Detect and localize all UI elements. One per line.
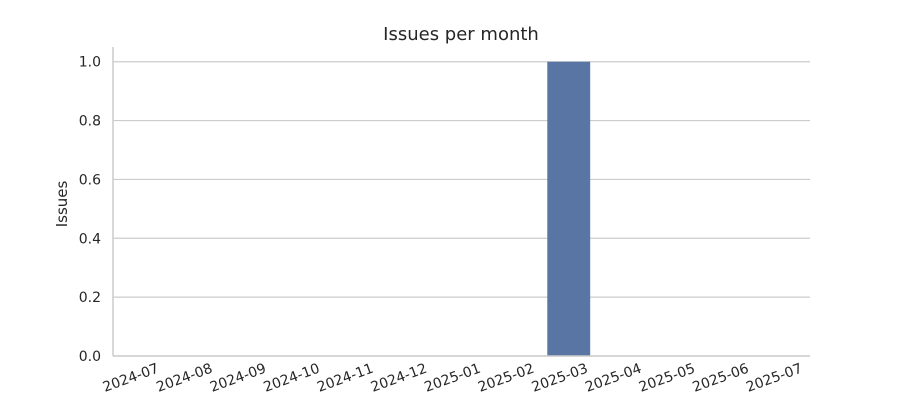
x-tick-label: 2025-04: [583, 361, 644, 396]
x-tick-label: 2025-07: [744, 361, 804, 396]
y-tick-label: 0.2: [79, 290, 101, 306]
x-tick-label: 2024-10: [262, 361, 322, 396]
y-tick-label: 0.0: [79, 349, 101, 365]
x-tick-label: 2024-08: [154, 361, 214, 396]
x-tick-label: 2025-05: [637, 361, 697, 396]
x-tick-label: 2024-12: [369, 361, 429, 396]
x-tick-label: 2025-02: [476, 361, 536, 396]
y-tick-labels: 0.0 0.2 0.4 0.6 0.8 1.0: [79, 55, 101, 365]
y-axis-label: Issues: [53, 181, 71, 228]
chart-title: Issues per month: [383, 24, 539, 45]
y-tick-label: 0.4: [79, 231, 101, 247]
bar: [547, 61, 591, 356]
y-tick-label: 0.8: [79, 114, 101, 130]
x-tick-label: 2025-03: [530, 361, 590, 396]
x-tick-label: 2024-09: [208, 361, 268, 396]
x-tick-label: 2025-06: [691, 361, 752, 396]
y-tick-label: 1.0: [79, 55, 101, 71]
gridlines: [113, 61, 810, 357]
axes: [112, 47, 810, 357]
x-tick-label: 2024-11: [315, 361, 375, 396]
y-tick-label: 0.6: [79, 172, 101, 188]
x-tick-label: 2025-01: [422, 361, 482, 396]
bars: [547, 61, 591, 356]
x-tick-label: 2024-07: [101, 361, 161, 396]
x-tick-labels: 2024-072024-082024-092024-102024-112024-…: [101, 361, 805, 396]
